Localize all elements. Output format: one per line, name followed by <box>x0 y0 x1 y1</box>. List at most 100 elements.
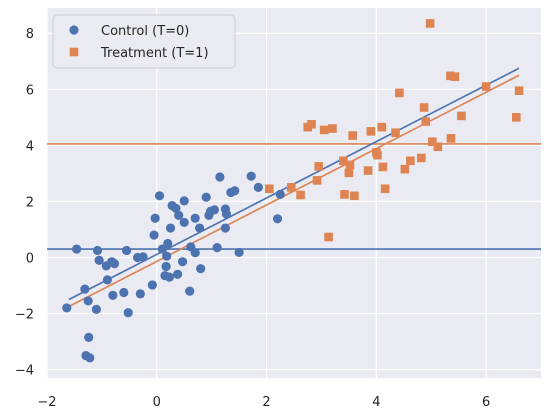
data-point <box>419 103 429 112</box>
data-point <box>307 120 316 129</box>
data-point <box>339 156 348 166</box>
legend-label: Control (T=0) <box>101 24 189 39</box>
data-point <box>165 223 176 233</box>
data-point <box>91 304 101 314</box>
data-point <box>348 131 358 140</box>
data-point <box>446 134 456 143</box>
data-point <box>149 230 159 240</box>
data-point <box>85 353 95 363</box>
y-axis-ticks: −4 −2 0 2 4 6 8 <box>15 27 34 378</box>
data-point <box>286 183 296 192</box>
x-tick-label: 2 <box>262 395 270 410</box>
data-point <box>92 245 103 256</box>
data-point <box>215 172 225 182</box>
data-point <box>319 125 329 135</box>
data-point <box>350 191 359 201</box>
data-point <box>196 264 206 274</box>
data-point <box>138 252 148 262</box>
data-point <box>328 124 337 133</box>
data-point <box>417 153 426 163</box>
data-point <box>163 238 173 249</box>
x-tick-label: 4 <box>372 395 380 410</box>
data-point <box>94 255 104 265</box>
y-tick-label: 6 <box>26 83 34 98</box>
data-point <box>246 171 256 181</box>
data-point <box>179 196 189 206</box>
data-point <box>162 251 172 261</box>
data-point <box>450 72 460 81</box>
data-point <box>433 142 443 152</box>
data-point <box>514 86 524 95</box>
data-point <box>265 184 274 194</box>
data-point <box>221 209 232 219</box>
data-point <box>190 213 200 223</box>
data-point <box>62 303 72 313</box>
legend-box <box>52 14 236 69</box>
x-tick-label: 0 <box>153 395 161 410</box>
data-point <box>373 150 382 160</box>
data-point <box>84 332 94 342</box>
data-point <box>512 113 521 122</box>
data-point <box>428 137 437 147</box>
data-point <box>296 190 305 200</box>
y-tick-label: 8 <box>26 27 34 42</box>
data-point <box>230 186 240 196</box>
data-point <box>366 127 376 136</box>
data-point <box>164 272 175 282</box>
data-point <box>220 223 230 233</box>
data-point <box>377 122 387 132</box>
data-point <box>161 261 171 272</box>
data-point <box>108 290 118 300</box>
data-point <box>425 19 435 28</box>
data-point <box>344 168 354 178</box>
data-point <box>363 166 373 175</box>
data-point <box>314 162 323 171</box>
data-point <box>457 111 466 121</box>
data-point <box>446 71 455 81</box>
data-point <box>80 284 90 294</box>
legend: Control (T=0) Treatment (T=1) <box>52 14 236 69</box>
data-point <box>380 184 390 194</box>
y-tick-label: 2 <box>26 195 34 210</box>
y-tick-label: 4 <box>26 139 34 154</box>
data-point <box>150 213 160 223</box>
data-point <box>179 217 189 228</box>
data-point <box>391 128 400 138</box>
y-tick-label: −4 <box>15 364 34 379</box>
data-point <box>324 232 333 242</box>
legend-marker <box>69 25 79 35</box>
data-point <box>345 160 355 170</box>
data-point <box>119 287 129 298</box>
data-point <box>201 192 211 202</box>
data-point <box>190 248 200 258</box>
data-point <box>378 162 388 172</box>
data-point <box>185 286 195 296</box>
data-point <box>154 191 165 201</box>
data-point <box>406 156 415 166</box>
x-tick-label: −2 <box>37 395 56 410</box>
data-point <box>312 176 322 185</box>
data-point <box>174 210 184 221</box>
data-point <box>194 223 205 233</box>
legend-label: Treatment (T=1) <box>100 46 209 61</box>
data-point <box>177 257 188 267</box>
data-point <box>147 280 157 290</box>
data-point <box>340 190 349 199</box>
data-point <box>481 82 491 91</box>
x-axis-ticks: −2 0 2 4 6 <box>37 395 490 410</box>
y-tick-label: 0 <box>26 251 34 266</box>
data-point <box>272 214 283 224</box>
data-point <box>400 164 410 174</box>
series-1 <box>265 19 524 242</box>
data-point <box>72 244 82 254</box>
legend-marker <box>69 47 79 57</box>
data-point <box>109 259 120 269</box>
data-point <box>275 189 285 200</box>
data-point <box>209 205 220 215</box>
data-point <box>121 245 132 256</box>
data-point <box>234 247 244 258</box>
data-point <box>173 269 183 279</box>
data-point <box>253 182 263 192</box>
data-point <box>123 308 133 318</box>
